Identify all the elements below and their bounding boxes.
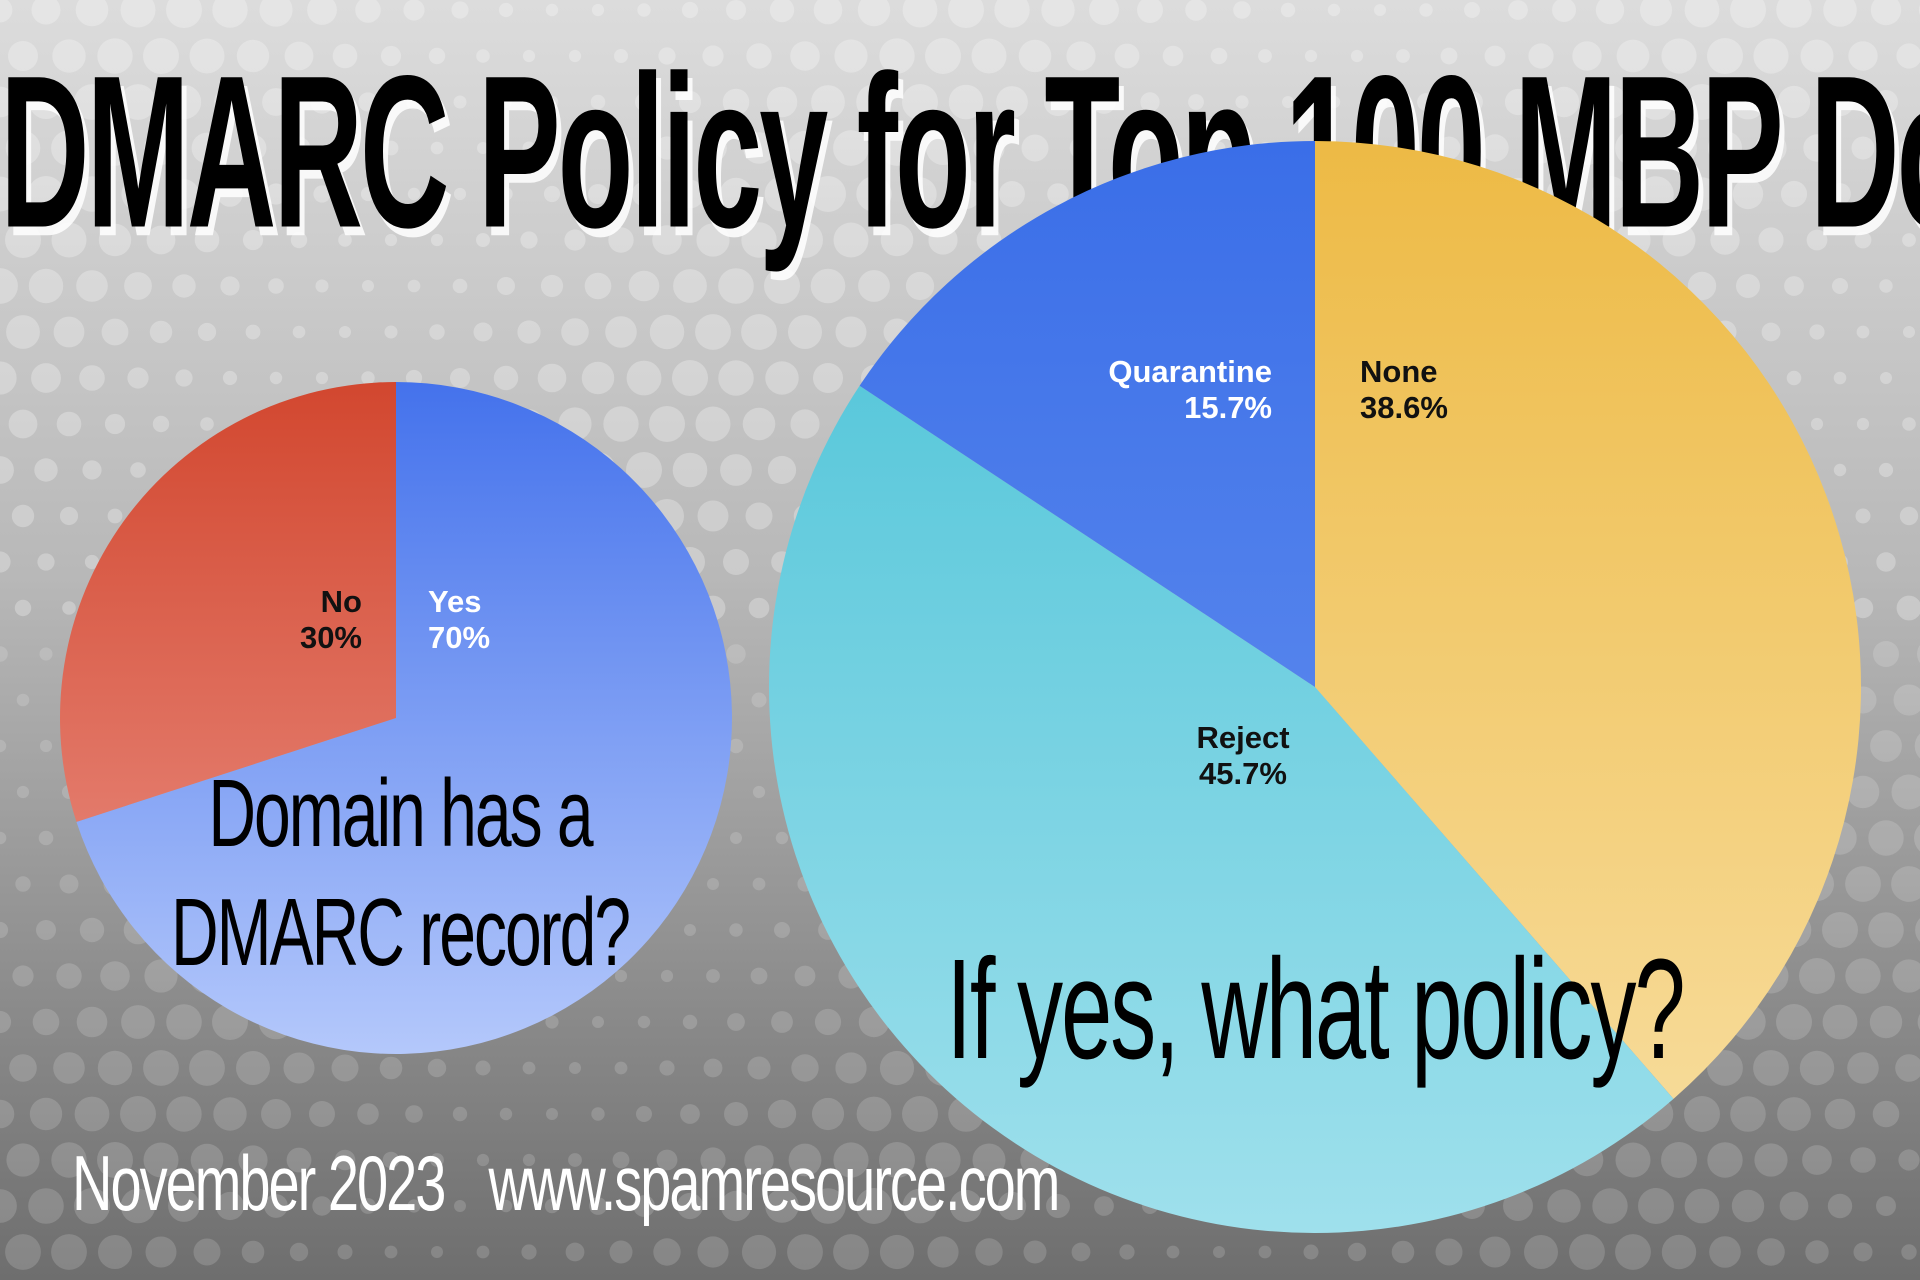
slice-name-none: None — [1360, 354, 1438, 389]
dmarc-record-question-line-1: Domain has a — [208, 758, 593, 867]
footer-date: November 2023 — [72, 1138, 446, 1227]
dmarc-record-question-line-2: DMARC record? — [170, 877, 631, 986]
pie-slice-reject — [768, 385, 1674, 1234]
pie-slice-quarantine — [859, 141, 1315, 687]
slice-name-yes: Yes — [428, 584, 481, 619]
slice-value-none: 38.6% — [1360, 390, 1448, 425]
pie-slice-yes — [76, 382, 733, 1055]
slice-value-no: 30% — [300, 620, 362, 655]
footer-url: www.spamresource.com — [488, 1138, 1060, 1227]
slice-name-reject: Reject — [1196, 720, 1289, 755]
dmarc-record-question: Domain has a DMARC record? — [170, 753, 631, 991]
policy-question: If yes, what policy? — [946, 930, 1685, 1090]
pie-slice-none — [1315, 141, 1862, 1099]
slice-value-reject: 45.7% — [1199, 756, 1287, 791]
slice-name-no: No — [321, 584, 362, 619]
footer: November 2023 www.spamresource.com — [72, 1137, 1060, 1228]
slice-value-quarantine: 15.7% — [1184, 390, 1272, 425]
pie-slice-no — [60, 382, 396, 822]
slice-value-yes: 70% — [428, 620, 490, 655]
slice-name-quarantine: Quarantine — [1108, 354, 1272, 389]
